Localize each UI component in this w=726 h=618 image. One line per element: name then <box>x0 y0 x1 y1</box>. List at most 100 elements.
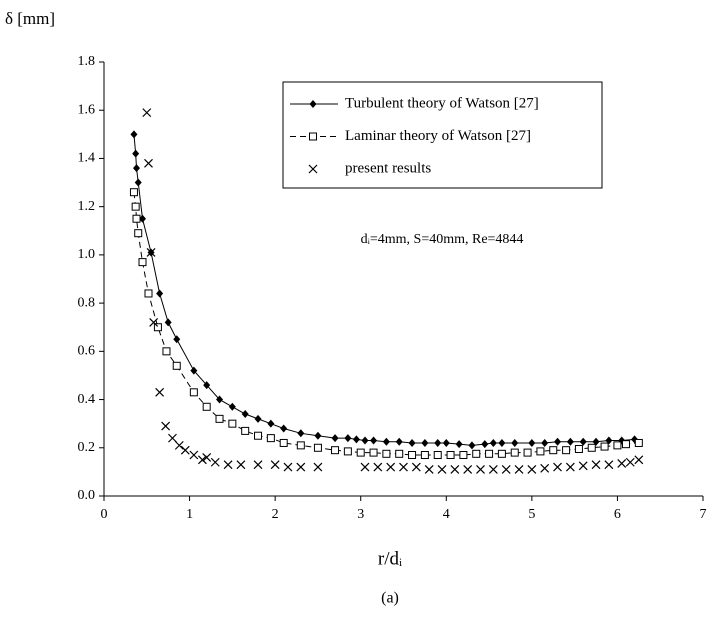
data-point <box>197 455 207 465</box>
data-point <box>216 395 224 404</box>
y-axis-label: δ [mm] <box>5 9 55 28</box>
y-tick-label: 0.8 <box>78 295 96 310</box>
data-point <box>189 388 198 397</box>
data-point <box>621 440 630 449</box>
y-tick-label: 1.4 <box>78 151 96 166</box>
data-point <box>297 429 305 438</box>
x-tick-label: 1 <box>186 507 193 522</box>
data-point <box>600 442 609 451</box>
data-point <box>139 214 147 223</box>
data-point <box>497 449 506 458</box>
x-tick-label: 6 <box>614 507 621 522</box>
data-point <box>421 438 429 447</box>
data-point <box>266 434 275 443</box>
data-point <box>485 449 494 458</box>
data-point <box>142 108 152 118</box>
data-point <box>578 461 588 471</box>
legend-marker <box>309 100 317 108</box>
data-point <box>223 460 233 470</box>
data-point <box>382 437 390 446</box>
data-point <box>369 448 378 457</box>
data-point <box>168 433 177 443</box>
legend-marker <box>309 132 317 141</box>
data-point <box>174 440 184 450</box>
data-point <box>386 462 396 472</box>
data-point <box>241 410 249 419</box>
data-point <box>605 436 613 445</box>
y-tick-label: 0.0 <box>78 488 96 503</box>
data-point <box>236 460 246 470</box>
data-point <box>331 446 340 455</box>
data-point <box>489 438 497 447</box>
y-tick-label: 0.6 <box>78 344 96 359</box>
data-point <box>549 446 558 455</box>
data-point <box>411 462 421 472</box>
data-point <box>202 402 211 411</box>
x-tick-label: 4 <box>443 507 450 522</box>
data-point <box>565 462 575 472</box>
data-point <box>498 438 506 447</box>
data-point <box>144 289 153 298</box>
data-point <box>408 438 416 447</box>
data-point <box>433 451 442 460</box>
data-point <box>408 451 417 460</box>
data-point <box>344 434 352 443</box>
data-point <box>591 460 601 470</box>
data-point <box>172 361 181 370</box>
data-point <box>131 202 140 211</box>
y-tick-label: 1.8 <box>78 54 96 69</box>
y-tick-label: 1.6 <box>78 102 96 117</box>
data-point <box>210 457 220 467</box>
data-point <box>331 434 339 443</box>
data-point <box>202 452 212 462</box>
data-point <box>574 444 583 453</box>
data-point <box>566 437 574 446</box>
data-point <box>132 149 140 158</box>
data-point <box>523 448 532 457</box>
data-point <box>481 440 489 449</box>
data-point <box>146 248 156 257</box>
data-point <box>446 451 455 460</box>
data-point <box>399 462 408 472</box>
data-point <box>190 366 198 375</box>
y-tick-label: 0.4 <box>78 392 96 407</box>
y-tick-label: 0.2 <box>78 440 96 455</box>
data-point <box>587 443 596 452</box>
data-point <box>203 381 211 390</box>
data-point <box>189 450 199 460</box>
data-point <box>155 387 165 397</box>
data-point <box>352 435 360 444</box>
data-point <box>434 438 442 447</box>
x-tick-label: 3 <box>357 507 364 522</box>
data-point <box>129 188 138 197</box>
data-point <box>228 419 237 428</box>
data-point <box>133 164 141 173</box>
data-point <box>382 449 391 458</box>
data-point <box>134 178 142 187</box>
data-point <box>254 414 262 423</box>
data-point <box>536 447 545 456</box>
x-tick-label: 5 <box>528 507 535 522</box>
data-point <box>241 426 250 435</box>
data-point <box>528 438 536 447</box>
data-point <box>138 258 147 267</box>
data-point <box>459 451 468 460</box>
data-point <box>254 431 263 440</box>
caption: (a) <box>381 590 399 607</box>
data-point <box>343 447 352 456</box>
data-point <box>156 289 164 298</box>
data-point <box>476 465 485 474</box>
data-point <box>164 318 172 327</box>
data-point <box>592 437 600 446</box>
y-tick-label: 1.2 <box>78 199 96 214</box>
data-point <box>144 158 153 168</box>
data-point <box>361 436 369 445</box>
data-point <box>161 421 171 431</box>
x-tick-label: 2 <box>272 507 279 522</box>
x-tick-label: 0 <box>101 507 108 522</box>
data-point <box>501 465 511 474</box>
legend-box <box>282 81 603 189</box>
data-point <box>541 438 549 447</box>
data-point <box>283 462 293 472</box>
data-point <box>313 462 323 472</box>
